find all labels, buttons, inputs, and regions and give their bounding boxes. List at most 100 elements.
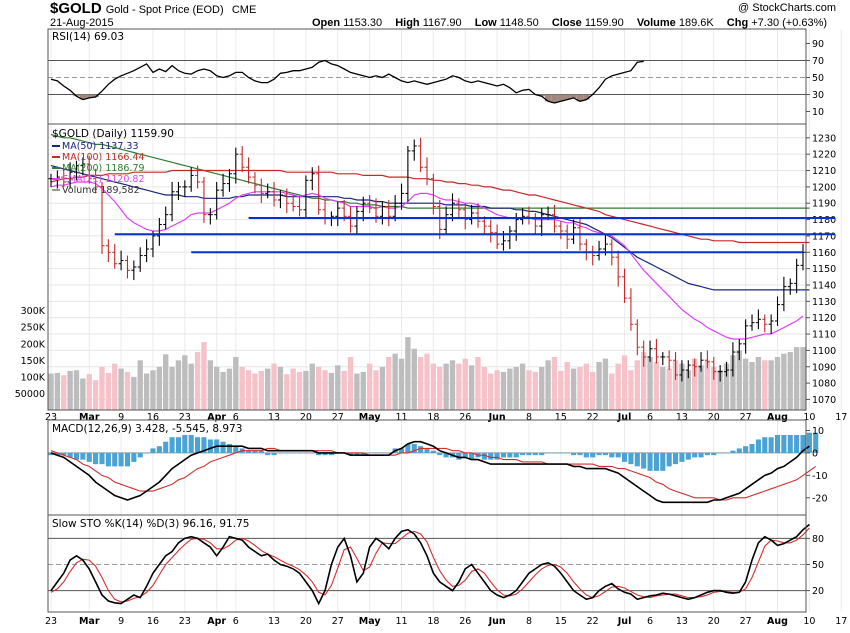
volume-bar [131, 376, 137, 410]
macd-histogram-bar [379, 452, 385, 454]
volume-bar [602, 358, 609, 410]
volume-bar [755, 357, 762, 410]
price-tick-label: 1200 [812, 182, 836, 193]
x-tick-label-bottom: 16 [147, 616, 159, 627]
volume-bar [628, 370, 634, 410]
ohlc-summary: Open 1153.30 High 1167.90 Low 1148.50 Cl… [312, 17, 837, 29]
macd-histogram-bar [296, 452, 303, 454]
macd-histogram-bar [252, 450, 258, 453]
volume-bar [105, 372, 112, 410]
macd-histogram-bar [150, 448, 156, 453]
macd-tick-label: -20 [812, 493, 828, 504]
macd-histogram-bar [80, 452, 86, 460]
volume-bar [730, 355, 736, 410]
macd-histogram-bar [615, 452, 621, 458]
volume-bar [424, 353, 430, 410]
x-tick-label-bottom: 13 [676, 616, 688, 627]
volume-bar [532, 371, 539, 410]
volume-bar [749, 361, 755, 410]
legend-label: EMA(21) 1120.82 [62, 174, 145, 185]
volume-bar [666, 368, 672, 410]
macd-histogram-bar [347, 452, 354, 456]
volume-bar [443, 363, 449, 410]
volume-bar [481, 366, 488, 410]
macd-histogram-bar [787, 434, 793, 453]
volume-bar [723, 363, 730, 410]
macd-histogram-bar [723, 452, 730, 454]
volume-bar [188, 363, 194, 410]
rsi-tick-label: 50 [812, 73, 824, 84]
x-tick-label: 17 [835, 412, 847, 423]
macd-histogram-bar [571, 452, 577, 456]
rsi-tick-label: 70 [812, 56, 824, 67]
volume-bar [736, 350, 742, 410]
volume-bar [315, 366, 322, 410]
volume-bar [685, 370, 691, 410]
volume-bar [360, 371, 366, 410]
macd-title: MACD(12,26,9) 3.428, -5.545, 8.973 [52, 423, 242, 435]
macd-histogram-bar [698, 452, 704, 458]
macd-histogram-bar [156, 446, 162, 453]
exchange: CME [231, 4, 257, 16]
volume-tick-label: 50000 [15, 389, 45, 400]
macd-histogram-bar [220, 441, 226, 453]
x-tick-label: 22 [587, 412, 599, 423]
x-tick-label-bottom: 27 [740, 616, 752, 627]
macd-histogram-bar [124, 452, 131, 467]
rsi-oversold-fill [564, 94, 571, 100]
volume-bar [86, 374, 92, 410]
volume-bar [781, 353, 787, 410]
volume-bar [647, 357, 653, 410]
volume-bar [793, 347, 800, 410]
macd-histogram-bar [539, 452, 545, 456]
volume-bar [513, 366, 519, 410]
volume-tick-label: 100K [21, 372, 46, 383]
price-tick-label: 1130 [812, 297, 836, 308]
macd-signal-line [50, 447, 817, 501]
volume-bar [252, 373, 258, 410]
x-tick-label: 15 [555, 412, 567, 423]
volume-bar [137, 360, 143, 410]
volume-bar [437, 366, 443, 410]
x-tick-label-bottom: 23 [179, 616, 191, 627]
macd-histogram-bar [730, 450, 736, 453]
macd-histogram-bar [277, 452, 283, 454]
macd-histogram-bar [61, 452, 67, 456]
volume-bar [67, 370, 73, 410]
sto-k-line [50, 523, 810, 606]
volume-bar [621, 355, 628, 410]
x-tick-label: 26 [459, 412, 471, 423]
macd-histogram-bar [622, 452, 628, 462]
rsi-oversold-fill [583, 94, 590, 100]
x-tick-label: 23 [45, 412, 57, 423]
macd-histogram-bar [755, 439, 761, 453]
volume-bar [800, 347, 806, 410]
x-tick-label-bottom: 26 [459, 616, 471, 627]
volume-bar [309, 363, 315, 410]
volume-bar [564, 361, 570, 410]
macd-histogram-bar [526, 452, 532, 456]
sto-tick-label: 80 [812, 534, 824, 545]
volume-bar [488, 373, 494, 410]
sto-title: Slow STO %K(14) %D(3) 96.16, 91.75 [52, 518, 249, 530]
chg-label: Chg [726, 17, 749, 29]
macd-histogram-bar [271, 452, 277, 456]
volume-bar [143, 373, 150, 410]
x-tick-label: 13 [676, 412, 688, 423]
x-tick-label: 11 [395, 412, 407, 423]
price-tick-label: 1190 [812, 199, 836, 210]
macd-histogram-bar [717, 452, 723, 454]
volume-bar [774, 357, 781, 410]
copyright[interactable]: @ StockCharts.com [738, 2, 836, 14]
x-tick-label: 27 [740, 412, 752, 423]
legend-label: MA(50) 1137.33 [62, 141, 139, 152]
macd-histogram-bar [360, 452, 366, 456]
macd-histogram-bar [774, 434, 781, 453]
x-tick-label-bottom: May [359, 616, 382, 627]
volume-bar [519, 363, 526, 410]
x-tick-label-bottom: 20 [708, 616, 720, 627]
volume-bar [118, 368, 124, 410]
volume-bar [762, 360, 768, 410]
close-value: 1159.90 [584, 17, 624, 29]
